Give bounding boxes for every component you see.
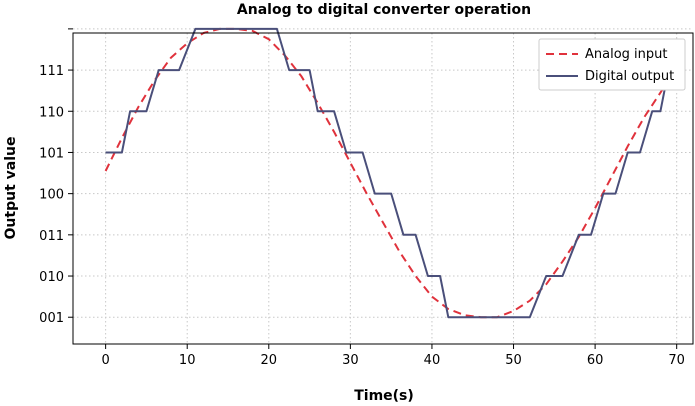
x-axis-label: Time(s): [354, 388, 414, 404]
x-tick-label: 30: [342, 353, 359, 368]
y-tick-label: 011: [39, 229, 64, 244]
series-line-digital: [105, 27, 670, 319]
plot-frame: [72, 32, 694, 345]
y-tick-label: 101: [39, 146, 64, 161]
chart-title: Analog to digital converter operation: [237, 2, 531, 18]
x-tick-label: 0: [101, 353, 109, 368]
y-axis-label: Output value: [3, 137, 19, 240]
legend: Analog input Digital output: [538, 38, 686, 91]
legend-label-digital: Digital output: [585, 69, 674, 84]
y-tick-label: 010: [39, 270, 64, 285]
x-tick-label: 60: [587, 353, 604, 368]
y-tick-label: 111: [39, 64, 64, 79]
x-tick-label: 20: [261, 353, 278, 368]
x-tick-label: 40: [424, 353, 441, 368]
y-tick-label: 001: [39, 311, 64, 326]
x-tick-label: 10: [179, 353, 196, 368]
y-tick-label: 110: [39, 105, 64, 120]
x-tick-label: 50: [505, 353, 522, 368]
y-tick-label: 100: [39, 188, 64, 203]
legend-label-analog: Analog input: [585, 47, 668, 62]
legend-box: [538, 38, 686, 91]
x-tick-label: 70: [668, 353, 685, 368]
